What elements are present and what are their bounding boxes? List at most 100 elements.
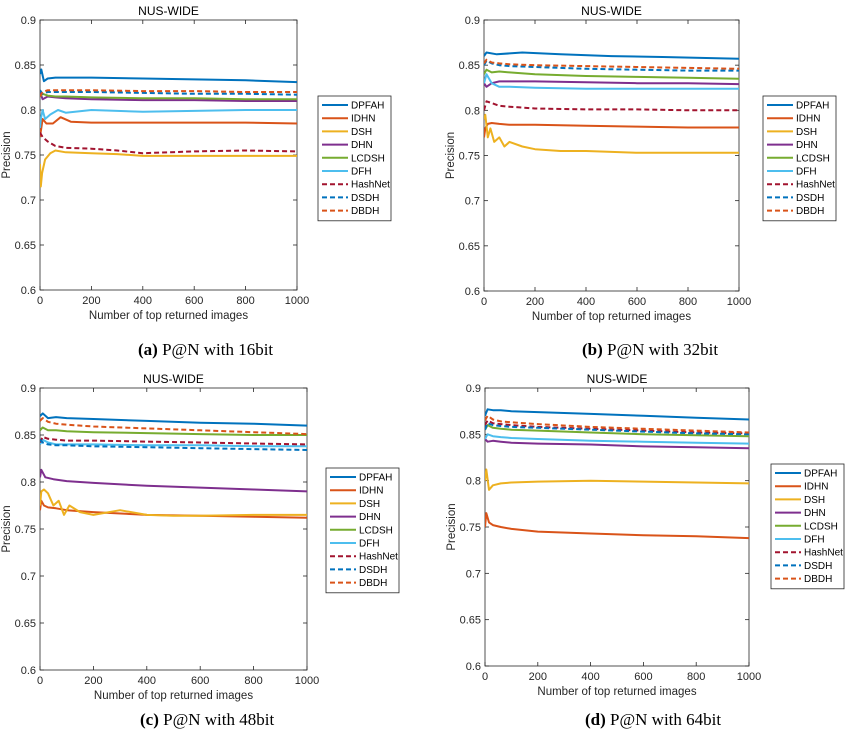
legend-label: DHN [351,140,373,151]
series-line-dhn [485,438,749,450]
x-tick-label: 0 [37,675,43,687]
x-axis-label: Number of top returned images [537,686,696,698]
y-tick-label: 0.8 [465,105,480,117]
y-tick-label: 0.85 [459,60,480,72]
y-tick-label: 0.9 [465,15,480,27]
chart-panel-c: NUS-WIDE 0.6 0.65 0.7 0.75 0.8 0.85 0.9 0 200 400 6… [0,368,420,703]
x-tick-label: 0 [481,296,487,308]
series-line-dsh [40,488,307,517]
legend-label: HashNet [359,552,398,563]
series-line-dbdh [40,89,297,98]
caption-text: P@N with 32bit [602,340,719,359]
y-tick-label: 0.85 [15,60,36,72]
caption-d: (d) P@N with 64bit [585,710,721,730]
legend-label: LCDSH [804,521,838,532]
y-tick-label: 0.9 [21,383,36,395]
x-tick-label: 1000 [737,671,761,683]
series-line-idhn [485,512,749,540]
y-tick-label: 0.8 [21,105,36,117]
caption-label: (a) [138,340,158,359]
legend: DPFAH IDHN DSH DHN LCDSH DFH HashNet DSDH DBDH [770,463,845,590]
caption-text: P@N with 16bit [157,340,274,359]
legend-label: DSDH [796,193,824,204]
y-tick-label: 0.9 [21,15,36,27]
legend-label: DBDH [359,578,387,589]
legend-label: DSH [359,499,380,510]
y-tick-label: 0.75 [15,150,36,162]
x-tick-label: 400 [581,671,599,683]
chart-panel-b: NUS-WIDE 0.6 0.65 0.7 0.75 0.8 0.85 0.9 0 200 400 6… [425,0,845,335]
series-line-dsdh [484,59,739,72]
legend-label: HashNet [351,180,390,191]
x-tick-label: 1000 [727,296,751,308]
series-line-dbdh [485,414,749,434]
series-line-hashnet [484,100,739,112]
y-tick-label: 0.7 [466,568,481,580]
y-tick-label: 0.85 [460,429,481,441]
y-tick-label: 0.7 [21,195,36,207]
series-line-lcdsh [485,424,749,438]
x-tick-label: 200 [82,295,100,307]
legend-label: HashNet [796,180,835,191]
x-tick-label: 600 [185,295,203,307]
legend-label: DFH [796,167,817,178]
y-axis-label: Precision [1,131,13,178]
series-group [484,51,739,154]
legend-label: DSDH [804,561,832,572]
chart-d: NUS-WIDE 0.6 0.65 0.7 0.75 0.8 0.85 0.9 0 200 400 6… [446,372,845,698]
legend-label: DPFAH [351,101,384,112]
x-tick-label: 400 [138,675,156,687]
series-group [40,68,297,188]
legend-label: DBDH [804,574,832,585]
y-axis-label: Precision [446,503,458,550]
legend-label: LCDSH [351,153,385,164]
chart-title: NUS-WIDE [143,372,204,386]
x-tick-label: 200 [84,675,102,687]
caption-b: (b) P@N with 32bit [582,340,718,360]
x-tick-label: 1000 [295,675,319,687]
y-tick-label: 0.65 [15,240,36,252]
series-line-dhn [484,80,739,88]
series-line-hashnet [40,435,307,446]
x-tick-label: 200 [526,296,544,308]
y-tick-label: 0.8 [21,477,36,489]
series-line-dpfah [40,412,307,427]
legend-label: DHN [359,512,381,523]
legend-label: DFH [351,167,372,178]
series-group [40,412,307,519]
legend-label: IDHN [804,482,828,493]
legend-label: DPFAH [804,469,837,480]
caption-c: (c) P@N with 48bit [140,710,274,730]
series-line-dsdh [40,439,307,451]
x-tick-label: 200 [529,671,547,683]
series-line-dfh [40,438,307,448]
chart-a: NUS-WIDE 0.6 0.65 0.7 0.75 0.8 0.85 0.9 0 200 400 6… [1,4,392,322]
series-line-hashnet [40,131,297,155]
series-line-dpfah [40,68,297,84]
legend-label: DPFAH [796,101,829,112]
x-tick-label: 800 [236,295,254,307]
legend-label: IDHN [359,486,383,497]
caption-label: (d) [585,710,606,729]
y-tick-label: 0.6 [466,661,481,673]
series-line-dhn [40,91,297,102]
legend-label: IDHN [796,114,820,125]
legend-label: DSDH [359,565,387,576]
x-tick-label: 0 [482,671,488,683]
chart-c: NUS-WIDE 0.6 0.65 0.7 0.75 0.8 0.85 0.9 0 200 400 6… [1,372,400,702]
legend: DPFAH IDHN DSH DHN LCDSH DFH HashNet DSDH DBDH [325,467,400,594]
series-line-dsh [485,468,749,491]
legend-label: DHN [796,140,818,151]
y-tick-label: 0.7 [465,196,480,208]
y-tick-label: 0.75 [460,522,481,534]
series-line-dhn [40,468,307,493]
legend-label: DSDH [351,193,379,204]
y-tick-label: 0.6 [21,665,36,677]
series-line-dsh [484,113,739,154]
chart-title: NUS-WIDE [581,4,642,18]
x-tick-label: 800 [687,671,705,683]
y-tick-label: 0.65 [460,615,481,627]
x-tick-label: 800 [244,675,262,687]
series-line-dbdh [484,58,739,70]
series-line-dbdh [40,417,307,436]
